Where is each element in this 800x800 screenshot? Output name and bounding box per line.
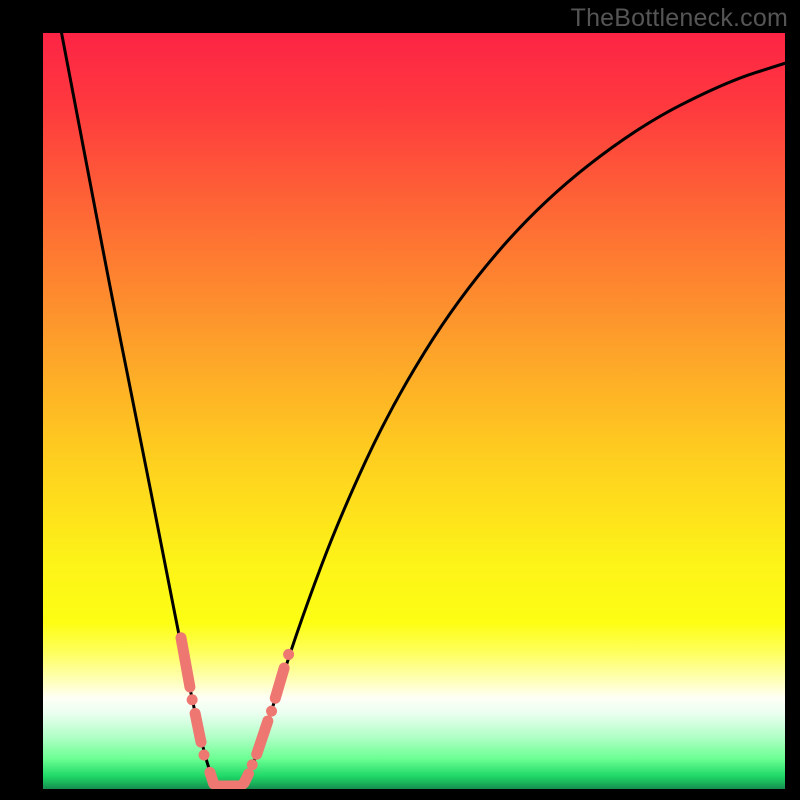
chart-background [43,33,785,789]
bottleneck-chart [43,33,785,789]
watermark-text: TheBottleneck.com [571,4,788,33]
